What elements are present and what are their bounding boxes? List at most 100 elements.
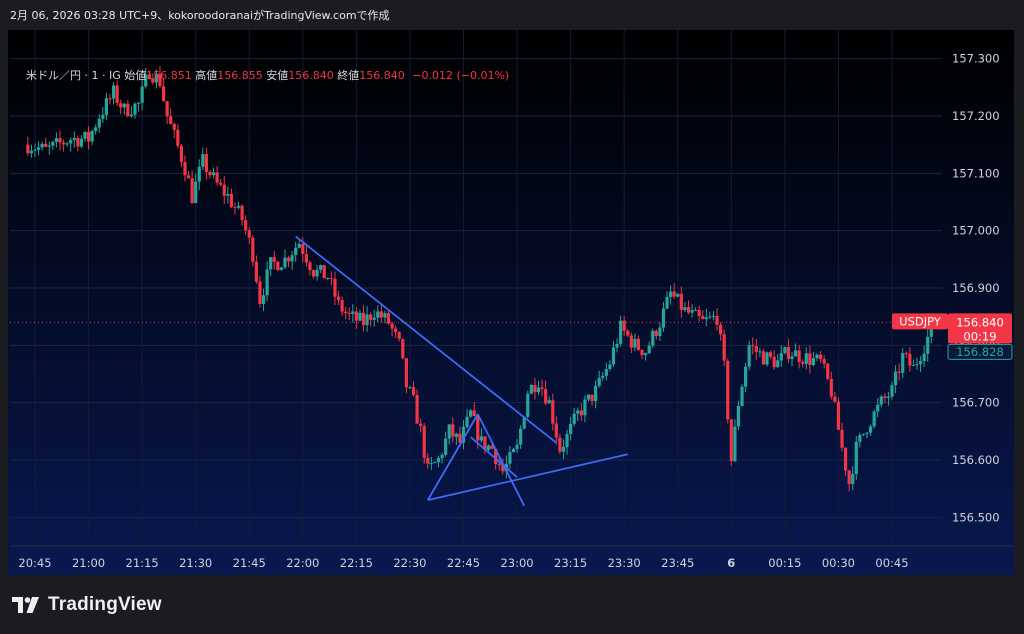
candle-body — [190, 178, 194, 203]
candle-body — [665, 296, 669, 309]
candle-body — [322, 265, 326, 279]
candle-body — [297, 243, 301, 248]
candle-body — [711, 315, 716, 317]
price-tick: 156.600 — [952, 453, 1000, 467]
trendline — [427, 453, 628, 502]
candle-body — [740, 386, 744, 407]
candle-body — [633, 338, 637, 348]
candle-body — [754, 346, 758, 352]
high-label: 高値 — [195, 69, 218, 82]
candle-body — [326, 278, 330, 280]
ohlc-legend: 米ドル／円 · 1 · IG 始値156.851 高値156.855 安値156… — [26, 67, 509, 83]
candle-body — [719, 324, 723, 335]
candle-body — [704, 317, 708, 320]
candle-body — [244, 220, 248, 231]
candle-body — [569, 423, 573, 435]
candle-body — [783, 347, 787, 354]
candle-body — [765, 352, 769, 365]
candle-body — [669, 291, 673, 297]
trendline — [470, 436, 518, 478]
candle-body — [376, 311, 380, 318]
candle-body — [226, 193, 230, 196]
candle-body — [361, 312, 366, 326]
candle-body — [926, 336, 930, 354]
candle-body — [33, 149, 37, 151]
candle-body — [458, 433, 462, 443]
candle-body — [818, 354, 823, 360]
candle-body — [426, 457, 430, 464]
candle-body — [858, 435, 862, 442]
close-label: 終値 — [337, 69, 360, 82]
candle-body — [211, 172, 216, 176]
candle-body — [229, 193, 233, 208]
price-tick: 156.500 — [952, 510, 1000, 524]
candle-body — [565, 434, 569, 448]
second-price-label: 156.828 — [947, 343, 1013, 360]
candle-body — [251, 237, 255, 262]
candle-body — [515, 444, 519, 450]
price-tick: 157.300 — [952, 52, 1000, 66]
candle-body — [840, 429, 844, 448]
candle-body — [847, 470, 851, 485]
candle-body — [554, 423, 558, 438]
time-tick: 22:30 — [393, 556, 426, 570]
candle-body — [826, 363, 830, 379]
candle-body — [115, 85, 119, 104]
time-tick: 21:30 — [179, 556, 212, 570]
candle-body — [90, 131, 94, 142]
candle-body — [444, 438, 448, 455]
candle-body — [222, 184, 226, 196]
candle-body — [304, 253, 308, 263]
candle-body — [61, 142, 66, 145]
candle-body — [133, 103, 137, 115]
candle-body — [579, 410, 583, 416]
candle-body — [358, 312, 362, 321]
candle-body — [265, 269, 269, 296]
candle-body — [101, 114, 105, 119]
time-tick: 00:15 — [768, 556, 801, 570]
candle-body — [679, 293, 683, 310]
candle-body — [372, 317, 376, 320]
chart-caption: 2月 06, 2026 03:28 UTC+9、kokoroodoranaiがT… — [10, 9, 390, 22]
candle-body — [594, 385, 598, 402]
time-tick: 23:45 — [661, 556, 694, 570]
chart-area[interactable]: 157.300 157.200 157.100 157.000 156.900 156.8… — [8, 30, 1014, 575]
candle-body — [397, 332, 401, 339]
high-value: 156.855 — [217, 69, 263, 82]
candle-body — [536, 387, 541, 393]
candle-body — [40, 143, 44, 148]
time-tick: 21:00 — [72, 556, 105, 570]
price-chart[interactable]: 157.300 157.200 157.100 157.000 156.900 156.8… — [8, 30, 1014, 575]
candle-body — [104, 98, 109, 115]
candle-body — [129, 114, 134, 117]
candle-body — [629, 335, 633, 348]
candle-body — [319, 265, 323, 270]
tradingview-branding[interactable]: TradingView — [12, 594, 162, 616]
candle-body — [183, 162, 187, 176]
candle-body — [419, 423, 423, 426]
candle-body — [97, 118, 101, 128]
candle-body — [836, 401, 841, 430]
candle-body — [26, 144, 30, 154]
candle-body — [204, 154, 208, 172]
candle-body — [447, 424, 451, 439]
candle-body — [283, 257, 287, 268]
time-tick: 6 — [727, 556, 735, 570]
candle-body — [722, 334, 726, 361]
candle-body — [683, 307, 687, 310]
candle-body — [558, 437, 562, 452]
candle-body — [822, 359, 826, 364]
candle-body — [715, 315, 719, 325]
candle-body — [186, 175, 191, 179]
candle-body — [51, 141, 55, 146]
candle-body — [647, 345, 651, 354]
change-value: −0.012 (−0.01%) — [412, 69, 510, 82]
time-tick: 20:45 — [18, 556, 51, 570]
candle-body — [736, 406, 741, 427]
candle-body — [776, 360, 780, 368]
candle-body — [644, 353, 648, 356]
candle-body — [215, 172, 219, 183]
candle-body — [465, 416, 469, 427]
candle-body — [236, 205, 241, 208]
